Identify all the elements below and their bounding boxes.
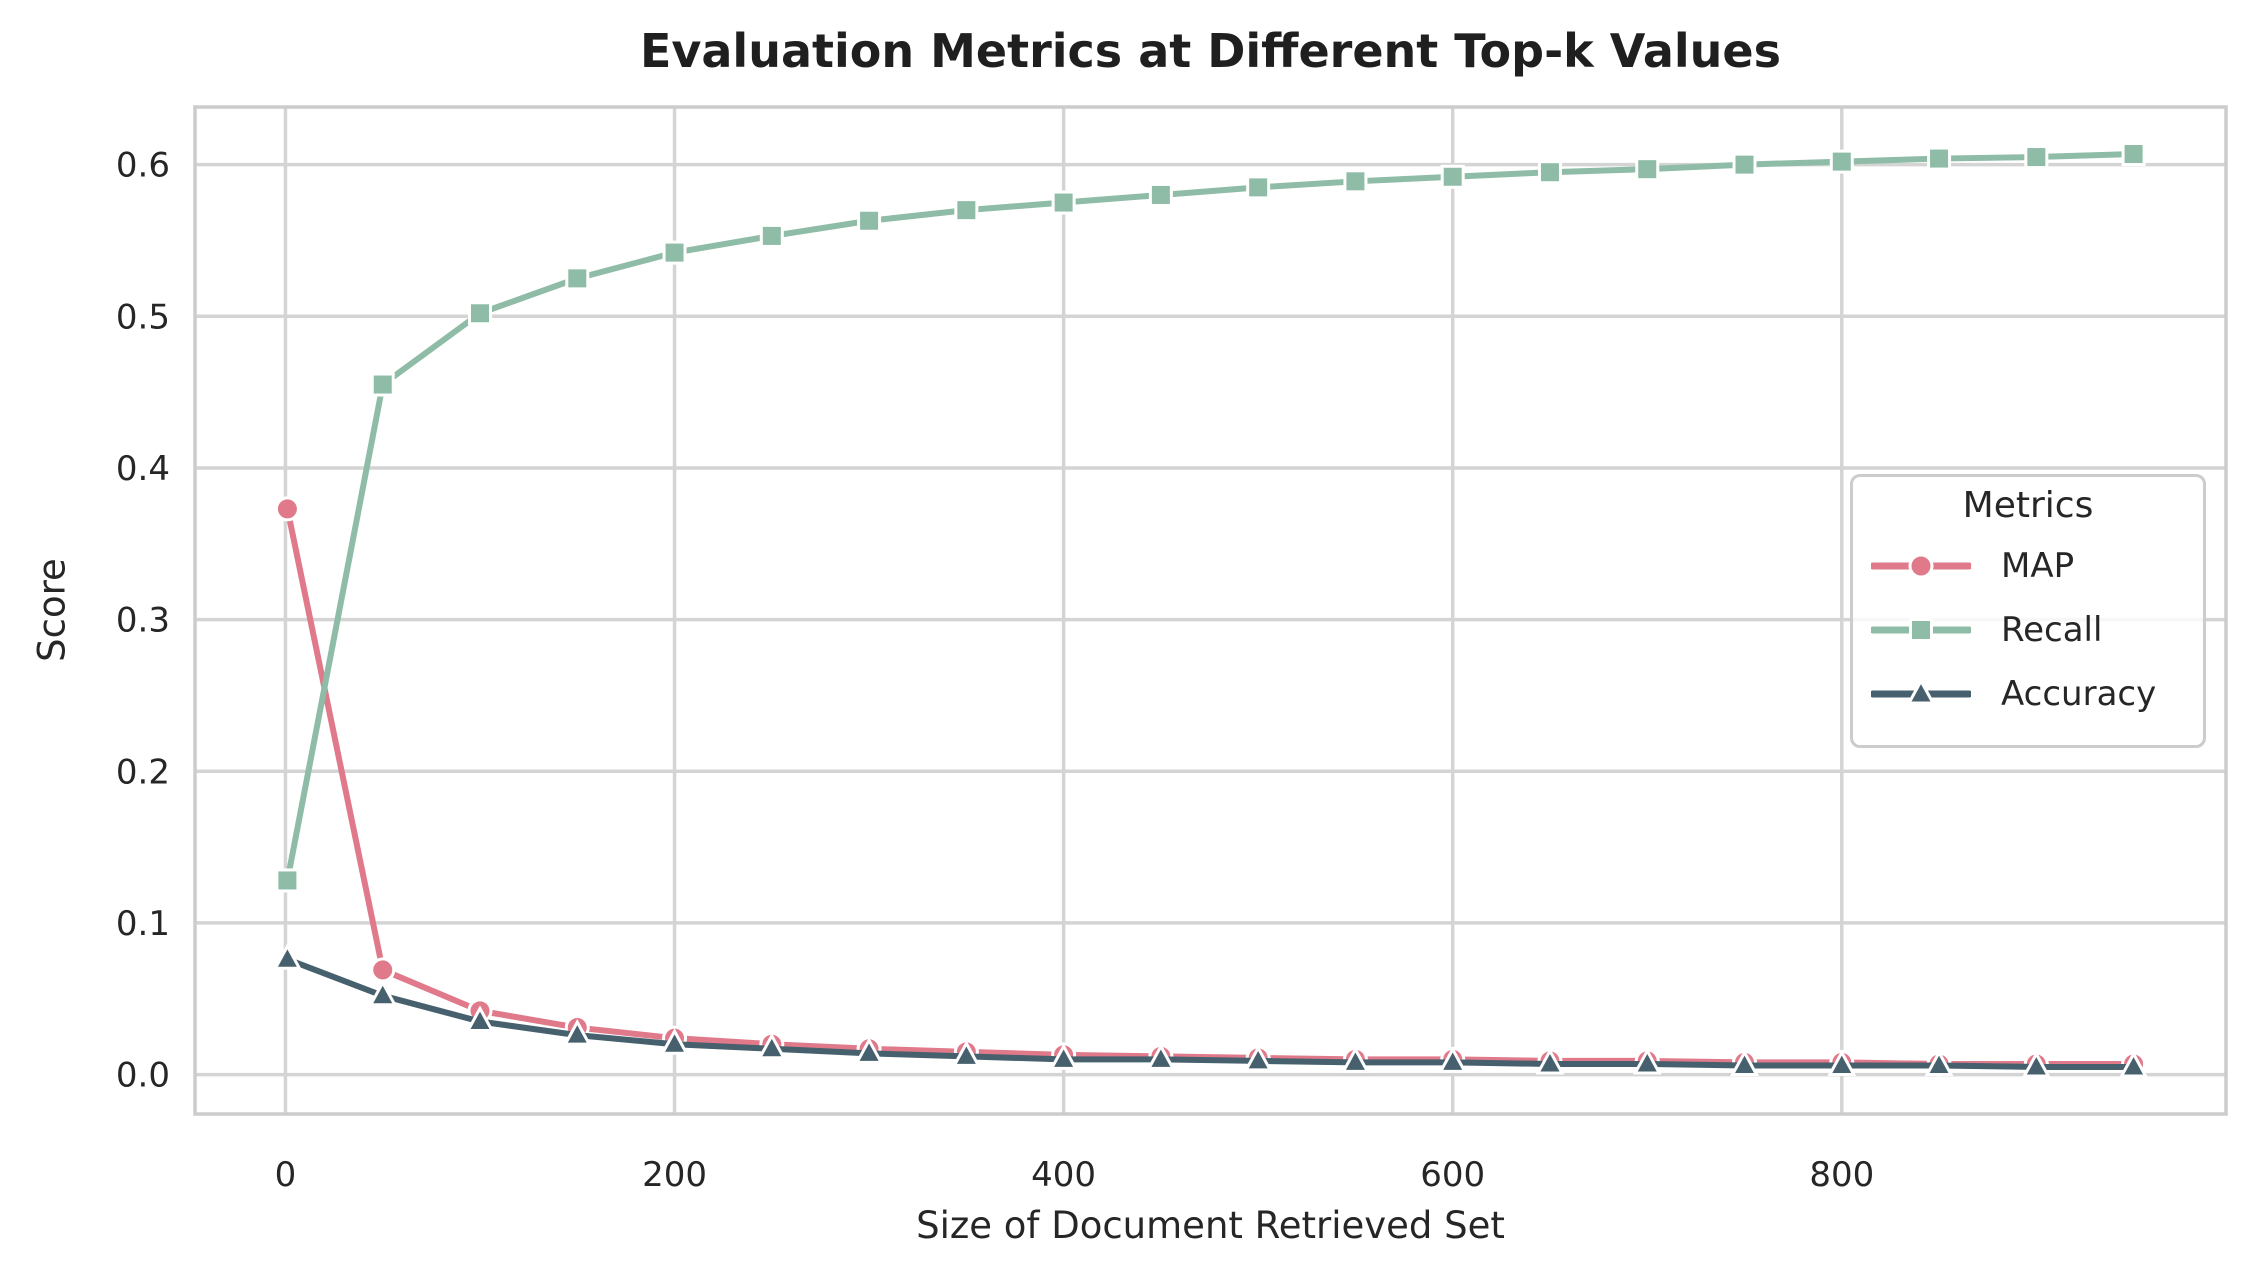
square-marker [1829,149,1854,174]
square-marker [1927,146,1952,171]
y-tick-label: 0.3 [116,601,170,641]
circle-marker [274,496,300,522]
y-axis-label-text: Score [30,558,74,662]
legend-sample-triangle-icon [1871,677,1971,705]
y-tick-label: 0.2 [116,752,170,792]
triangle-marker [1827,1049,1857,1076]
x-axis-label: Size of Document Retrieved Set [916,1204,1505,1247]
legend-sample-circle-icon [1871,553,1971,579]
square-marker [468,301,493,326]
triangle-marker [2021,1050,2051,1078]
y-tick-label: 0.6 [116,146,170,186]
triangle-marker [1049,1043,1079,1070]
triangle-marker [1438,1046,1468,1073]
legend-item-recall: Recall [1871,598,2185,662]
x-tick-label: 800 [1809,1155,1874,1195]
x-tick-label: 0 [275,1155,297,1195]
series-accuracy [272,943,2149,1078]
legend-label: MAP [2001,546,2075,586]
y-tick-label: 0.1 [116,904,170,944]
plot-border [193,105,2228,1116]
square-marker [1440,164,1465,189]
circle-marker [370,957,396,983]
square-marker [1246,175,1271,200]
series-line-map [284,505,2137,1067]
y-tick-label: 0.5 [116,297,170,337]
square-marker [275,868,300,893]
triangle-marker [2119,1050,2149,1078]
triangle-marker [562,1019,592,1046]
square-marker [662,240,687,265]
square-marker [1148,182,1173,207]
square-marker [857,208,882,233]
square-marker [370,372,395,397]
legend-item-accuracy: Accuracy [1871,662,2185,726]
series-line-recall [284,151,2137,884]
legend-sample-square-icon [1871,618,1971,642]
square-marker [954,198,979,223]
triangle-marker [1729,1049,1760,1076]
triangle-marker [1243,1044,1273,1072]
triangle-marker [1632,1047,1662,1075]
series-recall [275,142,2146,893]
circle-marker [1908,553,1934,579]
legend: Metrics MAP Recall Accuracy [1850,474,2206,748]
square-marker [1051,190,1076,215]
triangle-marker [465,1005,495,1032]
square-marker [1537,160,1562,185]
square-marker [759,223,784,248]
triangle-marker [1535,1047,1565,1075]
chart-title: Evaluation Metrics at Different Top-k Va… [639,24,1781,78]
y-axis-label: Score [31,506,95,662]
legend-item-map: MAP [1871,534,2185,598]
triangle-marker [1924,1049,1954,1076]
triangle-marker [272,943,302,970]
square-marker [1909,618,1933,642]
square-marker [2121,142,2146,167]
legend-label: Accuracy [2001,674,2157,714]
square-marker [1343,169,1368,194]
y-tick-label: 0.0 [116,1056,170,1096]
triangle-marker [854,1037,884,1064]
triangle-marker [1340,1046,1370,1073]
x-tick-label: 600 [1420,1155,1485,1195]
x-tick-label: 400 [1031,1155,1096,1195]
triangle-marker [1146,1043,1176,1070]
legend-title: Metrics [1962,485,2094,526]
triangle-marker [660,1028,690,1055]
y-tick-label: 0.4 [116,449,170,489]
triangle-marker [951,1040,981,1067]
square-marker [2024,145,2049,170]
x-tick-label: 200 [642,1155,707,1195]
triangle-marker [368,979,398,1007]
triangle-marker [1906,677,1936,705]
square-marker [565,266,590,291]
series-line-accuracy [284,956,2137,1070]
legend-rows: MAP Recall Accuracy [1871,534,2185,726]
square-marker [1732,152,1757,177]
legend-label: Recall [2001,610,2103,650]
square-marker [1635,157,1660,182]
triangle-marker [757,1032,787,1060]
